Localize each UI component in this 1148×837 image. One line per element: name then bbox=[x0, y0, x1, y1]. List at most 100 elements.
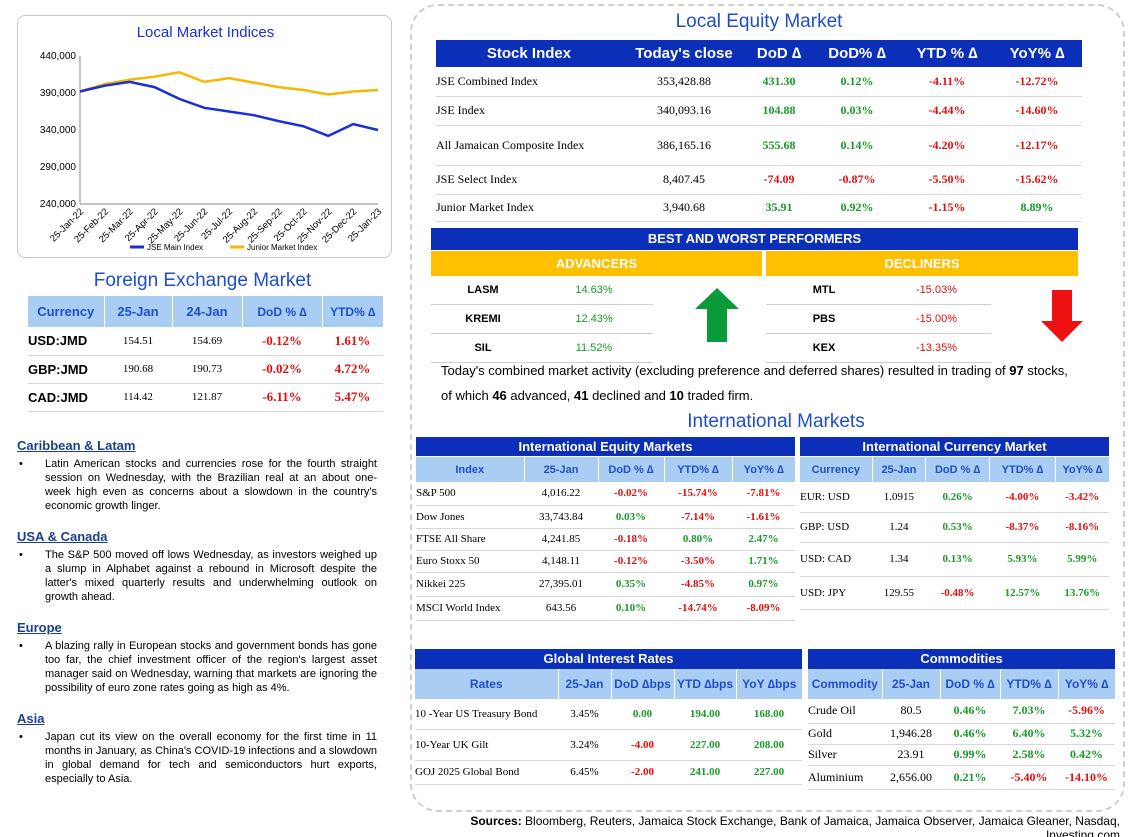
le-row: JSE Index 340,093.16 104.88 0.03% -4.44% -14.… bbox=[436, 96, 1082, 126]
cm-ytd: 2.58% bbox=[1000, 744, 1058, 766]
ic-col-header: YTD% ∆ bbox=[989, 457, 1056, 482]
y-tick-label: 440,000 bbox=[40, 51, 77, 62]
performer-change: -13.35% bbox=[916, 342, 957, 354]
ic-col-header: YoY% ∆ bbox=[1062, 463, 1103, 476]
ie-row: FTSE All Share 4,241.85 -0.18% 0.80% 2.47% bbox=[416, 528, 795, 551]
news-item: Asia Japan cut its view on the overall ec… bbox=[17, 711, 377, 786]
cm-ytd: -5.40% bbox=[1000, 765, 1058, 790]
ie-row: S&P 500 4,016.22 -0.02% -15.74% -7.81% bbox=[416, 482, 795, 506]
up-arrow-icon bbox=[695, 288, 739, 342]
fx-title: Foreign Exchange Market bbox=[93, 270, 312, 291]
rt-col-header: Rates bbox=[415, 669, 559, 699]
ic-row: GBP: USD 1.24 0.53% -8.37% -8.16% bbox=[800, 512, 1109, 543]
fx-currency: GBP:JMD bbox=[28, 355, 104, 384]
rates-table: Rates 25-Jan DoD ∆bps YTD ∆bps YoY ∆bps 10 -… bbox=[415, 669, 802, 785]
local-equity-table: Stock Index Today's close DoD ∆ DoD% ∆ YTD %… bbox=[436, 40, 1082, 222]
ic-dod: 0.13% bbox=[925, 542, 990, 577]
ic-col-header: Currency bbox=[800, 457, 873, 482]
rt-dod: -2.00 bbox=[611, 760, 674, 785]
cm-value: 1,946.28 bbox=[882, 723, 940, 745]
news-item: Caribbean & Latam Latin American stocks a… bbox=[17, 438, 377, 513]
performer-symbol: PBS bbox=[812, 313, 836, 325]
cm-value: 2,656.00 bbox=[882, 765, 940, 790]
le-close: 3,940.68 bbox=[622, 194, 746, 222]
rt-yoy: 208.00 bbox=[736, 729, 802, 761]
cm-col-header: Commodity bbox=[808, 669, 883, 699]
fx-dod: -0.12% bbox=[242, 327, 322, 356]
firm-count: 10 bbox=[669, 388, 684, 403]
ie-ytd: -14.74% bbox=[664, 596, 732, 621]
cm-name: Silver bbox=[808, 744, 882, 766]
commodities-table: Commodity 25-Jan DoD % ∆ YTD% ∆ YoY% ∆ Crude… bbox=[808, 669, 1115, 790]
ic-name: EUR: USD bbox=[800, 482, 873, 513]
news-region-heading: Europe bbox=[17, 620, 62, 635]
ie-dod: -0.02% bbox=[598, 482, 664, 506]
chart-plot: 440,000390,000340,000290,000240,00025-Ja… bbox=[40, 51, 384, 252]
fx-dod: -0.02% bbox=[242, 355, 322, 384]
declined-count: 41 bbox=[574, 388, 589, 403]
ic-name: USD: JPY bbox=[800, 576, 873, 610]
ie-dod: 0.03% bbox=[598, 505, 664, 529]
ie-name: Euro Stoxx 50 bbox=[416, 550, 524, 573]
le-ytd: -4.44% bbox=[902, 96, 992, 126]
ie-yoy: -1.61% bbox=[732, 505, 795, 529]
ie-dod: -0.12% bbox=[598, 550, 664, 573]
ie-col-header: DoD % ∆ bbox=[598, 457, 665, 482]
ic-yoy: 13.76% bbox=[1055, 576, 1109, 610]
fx-col-header: DoD % ∆ bbox=[242, 296, 323, 327]
fx-currency: USD:JMD bbox=[28, 327, 104, 356]
le-col-header: Today's close bbox=[635, 45, 733, 62]
le-col-header: YoY% ∆ bbox=[1009, 45, 1065, 62]
rt-yoy: 168.00 bbox=[736, 699, 802, 730]
sources-line: Sources: Bloomberg, Reuters, Jamaica Sto… bbox=[470, 814, 1120, 837]
total-stocks: 97 bbox=[1009, 363, 1024, 378]
le-dod: 555.68 bbox=[746, 125, 812, 166]
ic-row: USD: CAD 1.34 0.13% 5.93% 5.99% bbox=[800, 542, 1109, 577]
le-ytd: -4.20% bbox=[902, 125, 992, 166]
rt-row: 10 -Year US Treasury Bond 3.45% 0.00 194.00… bbox=[415, 699, 802, 730]
ie-yoy: 2.47% bbox=[732, 528, 795, 551]
rt-yoy: 227.00 bbox=[736, 760, 802, 785]
performer-change: 11.52% bbox=[575, 342, 613, 354]
cm-value: 80.5 bbox=[882, 699, 940, 724]
ie-col-header: YTD% ∆ bbox=[664, 457, 733, 482]
le-ytd: -4.11% bbox=[902, 67, 992, 97]
rt-value: 3.24% bbox=[558, 729, 611, 761]
performers-header: BEST AND WORST PERFORMERS bbox=[431, 228, 1078, 250]
news-text: Japan cut its view on the overall econom… bbox=[17, 730, 377, 786]
le-yoy: -12.72% bbox=[992, 67, 1082, 97]
ie-value: 33,743.84 bbox=[524, 505, 598, 529]
ic-col-header: DoD % ∆ bbox=[925, 457, 990, 482]
ic-name: USD: CAD bbox=[800, 542, 873, 577]
ie-col-header: 25-Jan bbox=[524, 457, 599, 482]
rt-col-header: YTD ∆bps bbox=[674, 669, 737, 699]
le-yoy: 8.89% bbox=[992, 194, 1082, 222]
rt-value: 6.45% bbox=[558, 760, 611, 785]
performer-symbol: KREMI bbox=[465, 313, 501, 325]
cm-dod: 0.46% bbox=[940, 699, 1000, 724]
ic-ytd: 12.57% bbox=[989, 576, 1056, 610]
rt-col-header: 25-Jan bbox=[558, 669, 612, 699]
legend-label: JSE Main Index bbox=[147, 243, 203, 252]
performer-row: SIL 11.52% bbox=[431, 334, 653, 363]
y-tick-label: 390,000 bbox=[40, 88, 77, 99]
ic-yoy: 5.99% bbox=[1055, 542, 1109, 577]
le-col-header: DoD ∆ bbox=[756, 45, 802, 62]
ic-yoy: -8.16% bbox=[1055, 512, 1109, 543]
news-region-heading: Asia bbox=[17, 711, 45, 726]
fx-col-header: 25-Jan bbox=[104, 296, 173, 327]
ie-name: Dow Jones bbox=[416, 505, 524, 529]
le-row: JSE Select Index 8,407.45 -74.09 -0.87% -5.5… bbox=[436, 165, 1082, 195]
cm-yoy: -14.10% bbox=[1058, 765, 1115, 790]
market-summary: Today's combined market activity (exclud… bbox=[441, 363, 1068, 403]
cm-name: Crude Oil bbox=[808, 699, 882, 724]
performer-row: LASM 14.63% bbox=[431, 276, 653, 305]
news-item: USA & Canada The S&P 500 moved off lows W… bbox=[17, 529, 377, 604]
le-dod: 104.88 bbox=[746, 96, 812, 126]
cm-yoy: 5.32% bbox=[1058, 723, 1115, 745]
cm-row: Crude Oil 80.5 0.46% 7.03% -5.96% bbox=[808, 699, 1115, 724]
fx-currency: CAD:JMD bbox=[28, 383, 104, 412]
le-dod: 35.91 bbox=[746, 194, 812, 222]
cm-dod: 0.99% bbox=[940, 744, 1000, 766]
rt-col-header: DoD ∆bps bbox=[611, 669, 675, 699]
